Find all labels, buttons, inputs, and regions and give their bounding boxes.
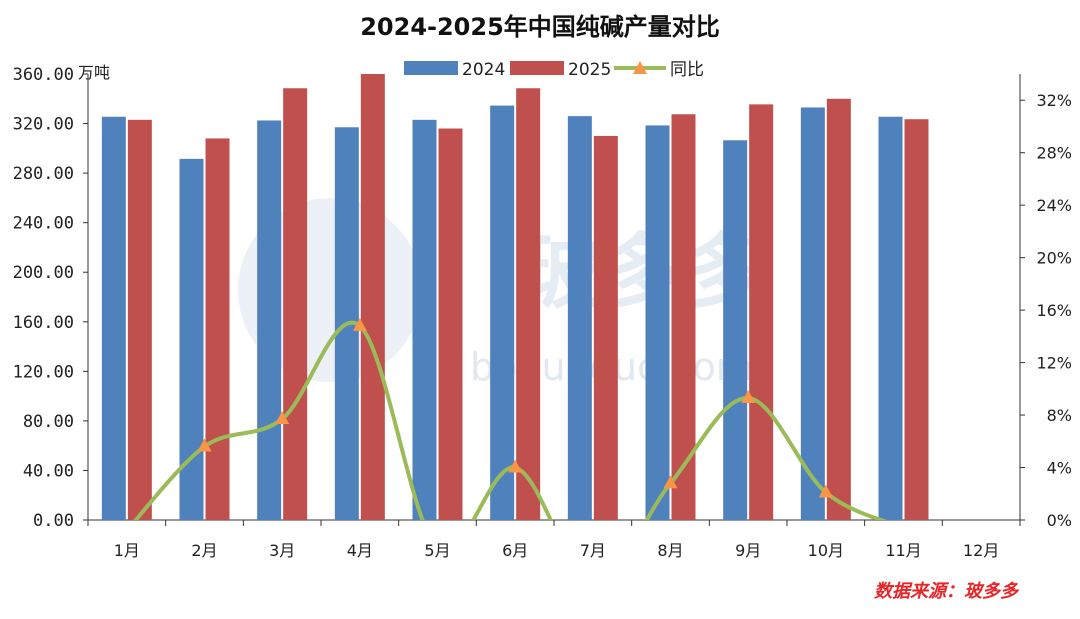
bar-2025-9月 — [749, 104, 774, 520]
y-tick-label: 40.00 — [23, 461, 74, 481]
bar-2024-1月 — [101, 116, 126, 520]
bar-2025-11月 — [904, 119, 929, 520]
y2-tick-label: 32% — [1036, 91, 1072, 110]
x-tick-label: 11月 — [885, 541, 921, 560]
yoy-marker-9月 — [741, 390, 756, 404]
y-tick-label: 240.00 — [13, 214, 74, 234]
bar-2025-5月 — [438, 128, 463, 520]
bar-2025-4月 — [360, 74, 385, 520]
bar-2025-10月 — [826, 98, 851, 521]
y-tick-label: 320.00 — [13, 115, 74, 135]
bar-2025-1月 — [127, 119, 152, 520]
bar-2024-11月 — [878, 116, 903, 520]
bar-2024-9月 — [723, 140, 748, 520]
x-tick-label: 4月 — [347, 541, 373, 560]
y-tick-label: 0.00 — [33, 511, 74, 531]
bar-2024-7月 — [567, 116, 592, 520]
legend-swatch-2025 — [510, 61, 564, 75]
chart-title: 2024-2025年中国纯碱产量对比 — [360, 13, 720, 41]
y-tick-label: 280.00 — [13, 164, 74, 184]
legend-label-2025: 2025 — [568, 60, 611, 80]
yoy-marker-10月 — [818, 484, 833, 498]
bar-2025-3月 — [283, 88, 308, 520]
bar-2024-6月 — [490, 105, 515, 520]
x-tick-label: 9月 — [735, 541, 761, 560]
x-tick-label: 1月 — [114, 541, 140, 560]
bar-2024-10月 — [800, 107, 825, 520]
y2-tick-label: 4% — [1047, 459, 1072, 478]
y2-tick-label: 12% — [1036, 354, 1072, 373]
yoy-marker-8月 — [663, 475, 678, 489]
bar-2025-8月 — [671, 114, 696, 520]
y-tick-label: 360.00 — [13, 65, 74, 85]
bar-2024-8月 — [645, 125, 670, 521]
yoy-marker-2月 — [197, 438, 212, 452]
legend-label-yoy: 同比 — [670, 60, 704, 80]
y2-tick-label: 8% — [1047, 406, 1072, 425]
y-tick-label: 120.00 — [13, 362, 74, 382]
y-axis-unit: 万吨 — [78, 63, 110, 82]
legend-label-2024: 2024 — [462, 60, 505, 80]
bar-2025-2月 — [205, 138, 230, 520]
x-tick-label: 3月 — [269, 541, 295, 560]
bar-2024-3月 — [257, 120, 282, 520]
x-tick-label: 6月 — [502, 541, 528, 560]
x-tick-label: 7月 — [580, 541, 606, 560]
yoy-marker-3月 — [275, 410, 290, 424]
yoy-marker-4月 — [352, 317, 367, 331]
x-tick-label: 8月 — [657, 541, 683, 560]
yoy-marker-6月 — [508, 459, 523, 473]
y-tick-label: 80.00 — [23, 412, 74, 432]
x-tick-label: 10月 — [808, 541, 844, 560]
legend: 2024 2025 同比 — [404, 60, 704, 80]
y-tick-label: 160.00 — [13, 313, 74, 333]
bar-2025-7月 — [593, 135, 618, 520]
x-tick-label: 2月 — [191, 541, 217, 560]
y2-tick-label: 24% — [1036, 196, 1072, 215]
bar-2025-6月 — [516, 88, 541, 520]
y2-tick-label: 28% — [1036, 144, 1072, 163]
legend-marker-yoy — [633, 61, 647, 74]
y2-tick-label: 0% — [1047, 511, 1072, 530]
x-tick-label: 12月 — [963, 541, 999, 560]
y-tick-label: 200.00 — [13, 263, 74, 283]
legend-swatch-2024 — [404, 61, 458, 75]
source-note: 数据来源：玻多多 — [874, 581, 1020, 602]
x-tick-label: 5月 — [424, 541, 450, 560]
y2-tick-label: 16% — [1036, 301, 1072, 320]
y2-tick-label: 20% — [1036, 249, 1072, 268]
bars — [101, 74, 929, 521]
bar-2024-5月 — [412, 119, 437, 520]
yoy-line — [133, 317, 888, 520]
axes: 0.00 40.00 80.00 120.00 160.00 200.00 240.00 28… — [13, 65, 1072, 560]
